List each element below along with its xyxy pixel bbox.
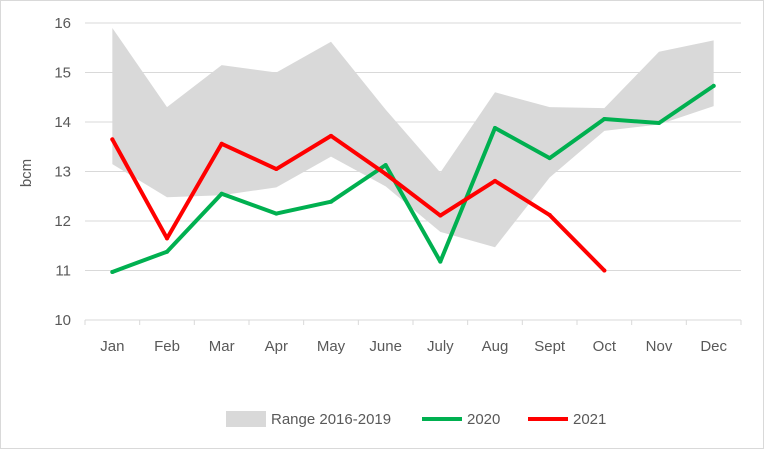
x-tick-label: Apr (265, 338, 288, 355)
data-point-2021-May (329, 133, 333, 138)
x-tick-label: Aug (482, 338, 509, 355)
x-tick-labels: Jan Feb Mar Apr May June July Aug Sept Oct Nov Dec (100, 338, 727, 355)
legend-item: 2021 (528, 411, 606, 428)
series-line-2020 (110, 83, 716, 274)
data-point-2020-June (383, 163, 388, 168)
x-tick-label: Mar (209, 338, 235, 355)
data-point-2021-Mar (219, 141, 224, 146)
y-tick-label: 13 (54, 164, 71, 181)
series-layer (110, 83, 716, 274)
axes (84, 319, 742, 325)
data-point-2021-July (438, 213, 443, 218)
x-tick-label: Nov (646, 338, 673, 355)
data-point-2021-June (383, 171, 388, 176)
range-band (112, 27, 714, 248)
data-point-2021-Feb (165, 236, 169, 241)
data-point-2020-Oct (602, 117, 607, 122)
data-point-2021-Oct (602, 268, 607, 273)
data-point-2020-July (438, 259, 443, 264)
x-tick-label: Jan (100, 338, 124, 355)
data-point-2020-Nov (657, 120, 661, 125)
y-tick-label: 10 (54, 312, 71, 329)
legend-label: 2020 (467, 411, 500, 428)
data-point-2020-May (329, 199, 333, 204)
y-tick-label: 15 (54, 65, 71, 82)
x-tick-label: May (317, 338, 346, 355)
y-axis-label: bcm (18, 159, 35, 187)
data-point-2021-Apr (274, 167, 279, 172)
x-tick-label: Feb (154, 338, 180, 355)
data-point-2020-Mar (219, 191, 224, 196)
data-point-2020-Sept (547, 156, 552, 161)
data-point-2020-Aug (493, 125, 497, 130)
x-tick-label: June (369, 338, 402, 355)
data-point-2021-Jan (110, 137, 115, 142)
y-tick-labels: 10 11 12 13 14 15 16 (54, 15, 71, 329)
y-tick-label: 11 (55, 263, 71, 280)
legend-label: Range 2016-2019 (271, 411, 391, 428)
x-tick-label: July (427, 338, 454, 355)
legend-item: Range 2016-2019 (226, 411, 391, 428)
data-point-2020-Dec (711, 83, 716, 88)
legend-swatch (226, 411, 266, 427)
x-tick-label: Dec (700, 338, 727, 355)
data-point-2021-Aug (493, 178, 497, 183)
range-band-layer (112, 27, 714, 248)
series-line-2021 (110, 133, 607, 273)
data-point-2021-Sept (547, 213, 552, 218)
data-point-2020-Jan (110, 269, 115, 274)
data-point-2020-Feb (165, 249, 169, 254)
legend-label: 2021 (573, 411, 606, 428)
y-tick-label: 14 (54, 114, 71, 131)
x-tick-label: Oct (593, 338, 617, 355)
x-tick-label: Sept (534, 338, 566, 355)
legend: Range 2016-2019 2020 2021 (226, 411, 606, 428)
y-tick-label: 12 (54, 213, 71, 230)
y-tick-label: 16 (54, 15, 71, 32)
data-point-2020-Apr (274, 211, 279, 216)
legend-item: 2020 (422, 411, 500, 428)
